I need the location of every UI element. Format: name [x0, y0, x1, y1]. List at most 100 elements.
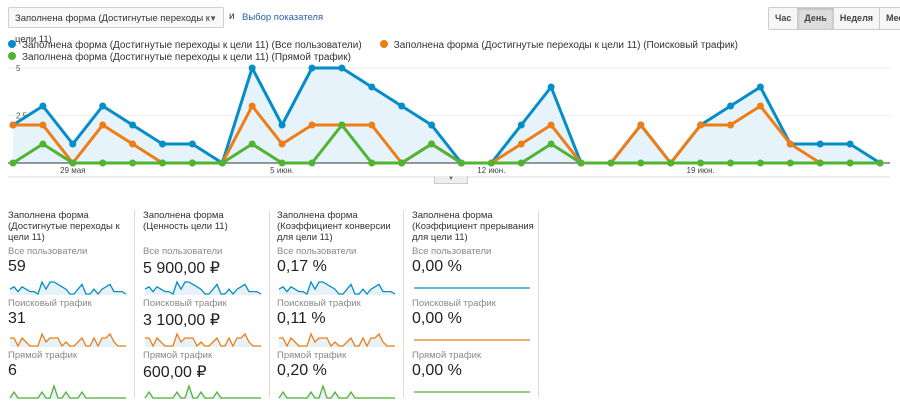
- data-point[interactable]: [846, 140, 854, 148]
- data-point[interactable]: [248, 102, 256, 110]
- data-point[interactable]: [99, 159, 107, 167]
- period-day-button[interactable]: День: [797, 8, 833, 29]
- data-point[interactable]: [607, 159, 615, 167]
- data-point[interactable]: [487, 159, 495, 167]
- data-point[interactable]: [218, 159, 226, 167]
- data-point[interactable]: [667, 159, 675, 167]
- data-point[interactable]: [338, 121, 346, 129]
- data-point[interactable]: [278, 140, 286, 148]
- data-point[interactable]: [39, 121, 47, 129]
- sparkline: [144, 384, 261, 399]
- data-point[interactable]: [308, 159, 316, 167]
- sparkline: [10, 332, 126, 348]
- data-point[interactable]: [278, 121, 286, 129]
- sparkline-line: [145, 332, 261, 348]
- data-point[interactable]: [547, 83, 555, 91]
- chevron-down-icon: ▼: [209, 14, 217, 23]
- data-point[interactable]: [816, 140, 824, 148]
- segment-label: Поисковый трафик: [277, 298, 361, 309]
- data-point[interactable]: [248, 64, 256, 72]
- sparkline: [279, 332, 395, 348]
- pick-metric-link[interactable]: Выбор показателя: [242, 12, 324, 23]
- data-point[interactable]: [517, 159, 525, 167]
- data-point[interactable]: [756, 159, 764, 167]
- segment-label: Все пользователи: [143, 246, 223, 257]
- data-point[interactable]: [39, 140, 47, 148]
- data-point[interactable]: [9, 121, 17, 129]
- metric-select[interactable]: Заполнена форма (Достигнутые переходы к …: [8, 7, 224, 45]
- data-point[interactable]: [69, 140, 77, 148]
- data-point[interactable]: [129, 121, 137, 129]
- data-point[interactable]: [727, 121, 735, 129]
- data-point[interactable]: [398, 102, 406, 110]
- segment-label: Прямой трафик: [412, 350, 482, 361]
- legend-item[interactable]: Заполнена форма (Достигнутые переходы к …: [8, 40, 362, 52]
- data-point[interactable]: [368, 159, 376, 167]
- data-point[interactable]: [786, 159, 794, 167]
- series-line: [12, 123, 880, 165]
- data-point[interactable]: [368, 83, 376, 91]
- data-point[interactable]: [308, 64, 316, 72]
- data-point[interactable]: [158, 140, 166, 148]
- and-label: и: [229, 11, 235, 22]
- data-point[interactable]: [756, 83, 764, 91]
- data-point[interactable]: [517, 121, 525, 129]
- data-point[interactable]: [248, 140, 256, 148]
- metric-card: Заполнена форма (Ценность цели 11) Все по…: [143, 210, 270, 399]
- segment-label: Все пользователи: [8, 246, 88, 257]
- legend-item[interactable]: Заполнена форма (Достигнутые переходы к …: [379, 40, 738, 52]
- line-chart[interactable]: 5 2,5 29 мая 5 июн. 12 июн. 19 июн.: [0, 60, 900, 180]
- sparkline: [9, 280, 127, 296]
- legend-item[interactable]: Заполнена форма (Достигнутые переходы к …: [8, 52, 351, 64]
- data-point[interactable]: [99, 121, 107, 129]
- data-point[interactable]: [727, 102, 735, 110]
- sparkline: [414, 339, 530, 341]
- data-point[interactable]: [368, 121, 376, 129]
- data-point[interactable]: [846, 159, 854, 167]
- data-point[interactable]: [727, 159, 735, 167]
- data-point[interactable]: [876, 159, 884, 167]
- data-point[interactable]: [129, 140, 137, 148]
- data-point[interactable]: [39, 102, 47, 110]
- sparkline-line: [9, 280, 127, 296]
- data-point[interactable]: [517, 140, 525, 148]
- data-point[interactable]: [428, 140, 436, 148]
- data-point[interactable]: [457, 159, 465, 167]
- data-point[interactable]: [9, 159, 17, 167]
- legend-dot-icon: [379, 40, 388, 48]
- collapse-chart-toggle[interactable]: ▼: [434, 176, 468, 184]
- data-point[interactable]: [637, 159, 645, 167]
- segment-label: Поисковый трафик: [143, 298, 227, 309]
- data-point[interactable]: [188, 140, 196, 148]
- data-point[interactable]: [547, 140, 555, 148]
- data-point[interactable]: [756, 102, 764, 110]
- sparkline-line: [9, 384, 126, 399]
- data-point[interactable]: [99, 102, 107, 110]
- period-selector: Час День Неделя Месяц: [768, 7, 900, 30]
- data-point[interactable]: [637, 121, 645, 129]
- data-point[interactable]: [428, 121, 436, 129]
- period-hour-button[interactable]: Час: [769, 8, 798, 29]
- period-week-button[interactable]: Неделя: [832, 8, 880, 29]
- metric-select-value: Заполнена форма (Достигнутые переходы к …: [15, 13, 210, 45]
- data-point[interactable]: [816, 159, 824, 167]
- period-month-button[interactable]: Месяц: [879, 8, 900, 29]
- data-point[interactable]: [697, 159, 705, 167]
- sparkline: [414, 287, 530, 289]
- data-point[interactable]: [129, 159, 137, 167]
- metric-value: 0,17 %: [277, 258, 327, 275]
- data-point[interactable]: [338, 64, 346, 72]
- data-point[interactable]: [398, 159, 406, 167]
- data-point[interactable]: [786, 140, 794, 148]
- data-point[interactable]: [308, 121, 316, 129]
- data-point[interactable]: [188, 159, 196, 167]
- legend-dot-icon: [8, 52, 16, 60]
- data-point[interactable]: [278, 159, 286, 167]
- chevron-down-icon: ▼: [448, 176, 454, 182]
- data-point[interactable]: [577, 159, 585, 167]
- data-point[interactable]: [158, 159, 166, 167]
- data-point[interactable]: [69, 159, 77, 167]
- data-point[interactable]: [547, 121, 555, 129]
- data-point[interactable]: [697, 121, 705, 129]
- sparkline-line: [279, 332, 395, 348]
